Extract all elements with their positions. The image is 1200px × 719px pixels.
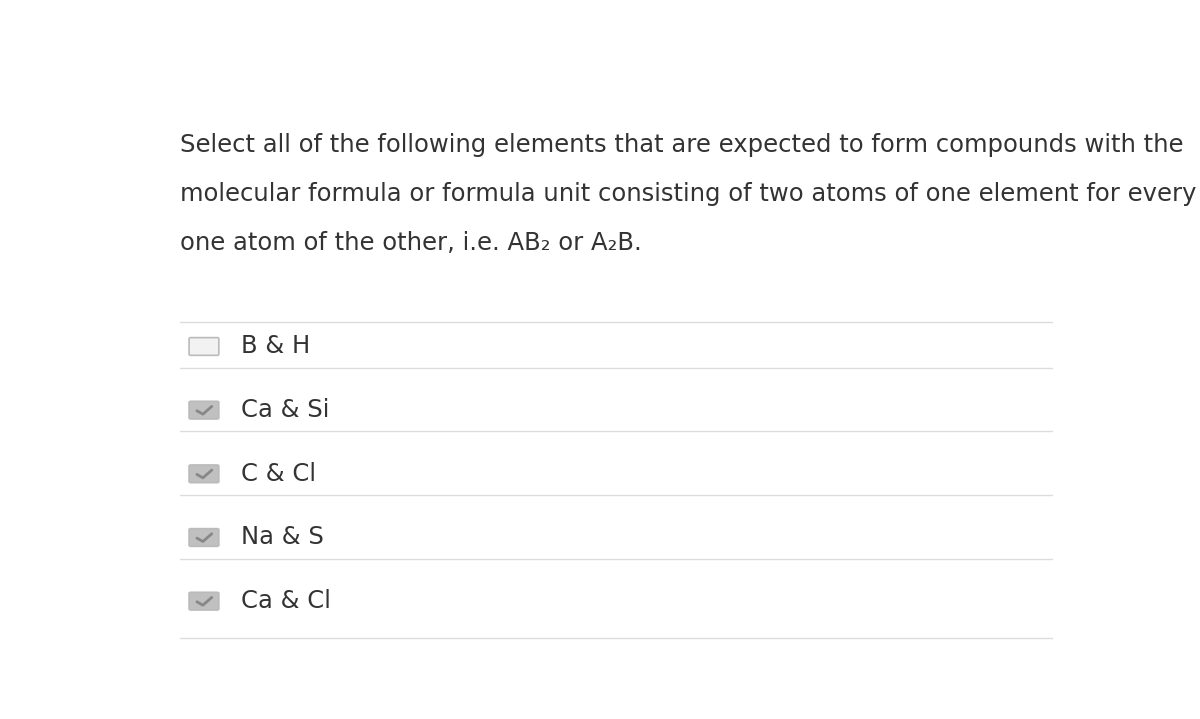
Text: Select all of the following elements that are expected to form compounds with th: Select all of the following elements tha… — [180, 133, 1183, 157]
Text: Na & S: Na & S — [241, 526, 324, 549]
FancyBboxPatch shape — [190, 592, 218, 610]
FancyBboxPatch shape — [190, 528, 218, 546]
Text: one atom of the other, i.e. AB₂ or A₂B.: one atom of the other, i.e. AB₂ or A₂B. — [180, 231, 642, 255]
FancyBboxPatch shape — [190, 465, 218, 482]
FancyBboxPatch shape — [190, 338, 218, 355]
Text: Ca & Cl: Ca & Cl — [241, 589, 331, 613]
Text: B & H: B & H — [241, 334, 311, 359]
FancyBboxPatch shape — [190, 401, 218, 419]
Text: molecular formula or formula unit consisting of two atoms of one element for eve: molecular formula or formula unit consis… — [180, 182, 1196, 206]
Text: Ca & Si: Ca & Si — [241, 398, 330, 422]
Text: C & Cl: C & Cl — [241, 462, 316, 486]
